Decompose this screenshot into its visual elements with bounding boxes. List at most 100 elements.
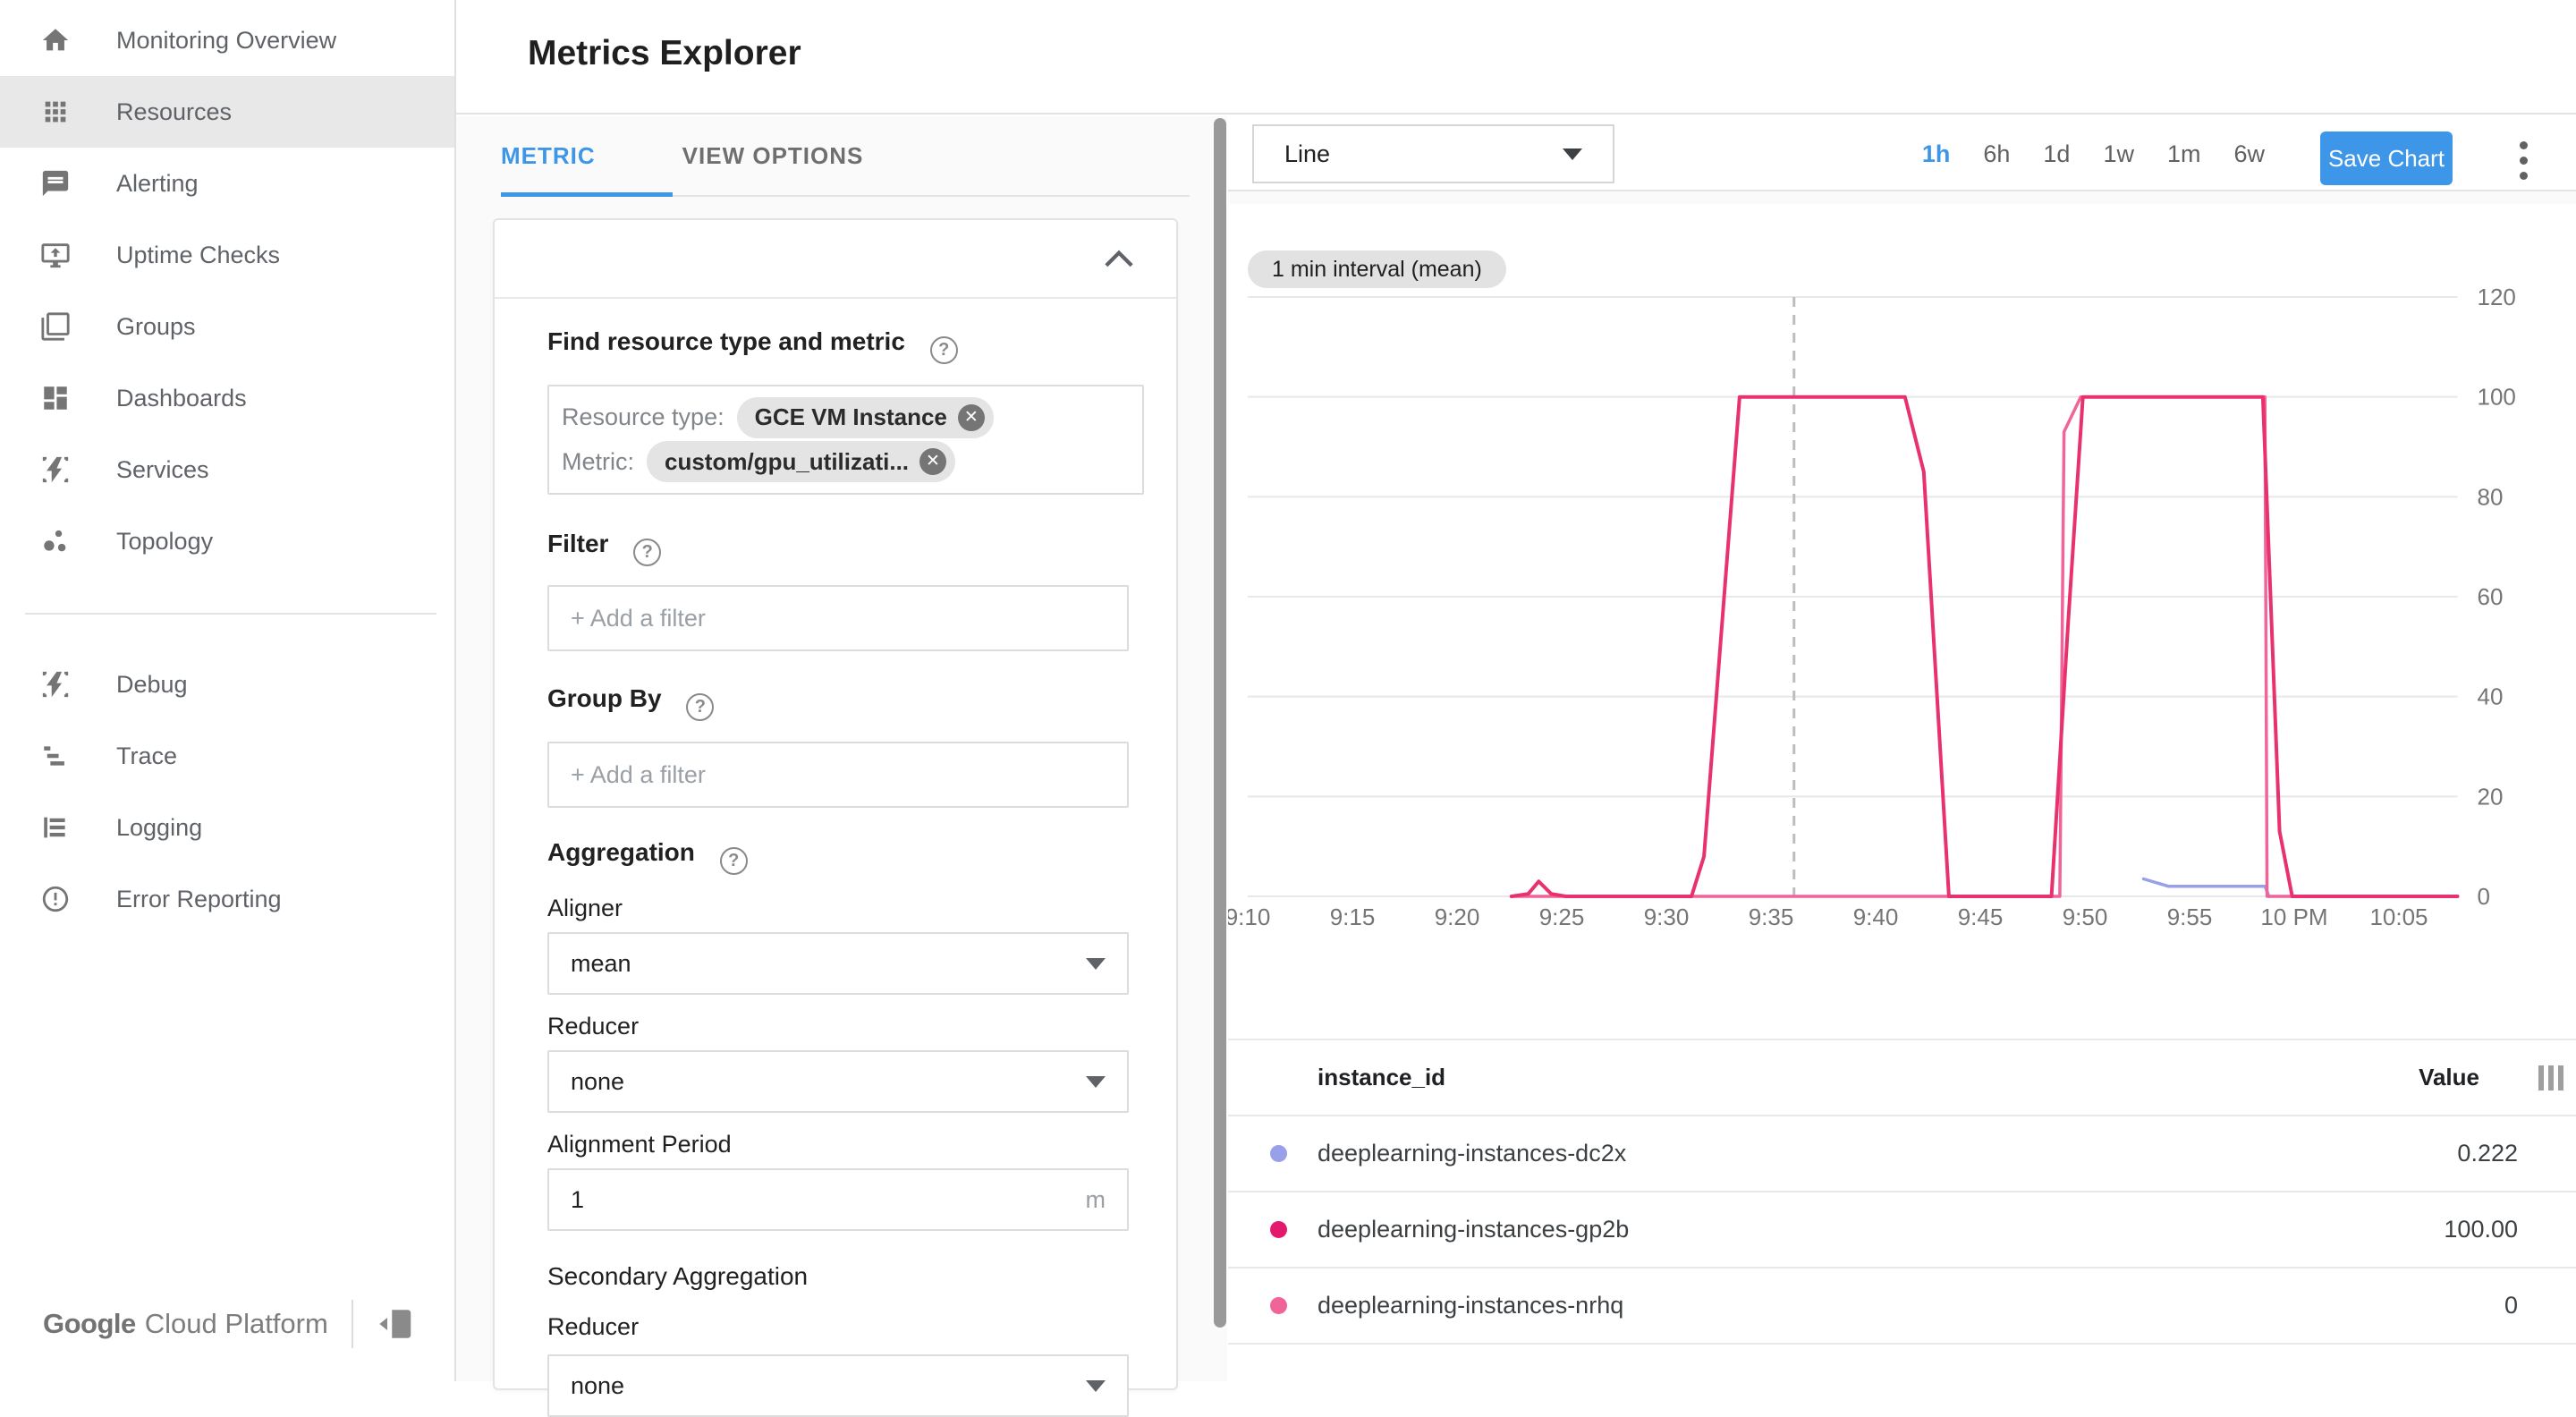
- alignment-period-value: 1: [571, 1185, 585, 1213]
- sidebar-item-dashboards[interactable]: Dashboards: [0, 362, 454, 434]
- value-cell: 100.00: [2444, 1216, 2518, 1243]
- reducer-select[interactable]: none: [547, 1050, 1129, 1113]
- y-axis-tick-label: 0: [2478, 883, 2490, 910]
- series-color-dot: [1270, 1145, 1287, 1162]
- page-header: Metrics Explorer: [456, 0, 2576, 115]
- time-range-group: 1h 6h 1d 1w 1m 6w: [1922, 116, 2265, 191]
- legend-row-deeplearning-instances-gp2b[interactable]: deeplearning-instances-gp2b 100.00: [1228, 1192, 2576, 1267]
- aligner-select[interactable]: mean: [547, 932, 1129, 995]
- legend-row-deeplearning-instances-nrhq[interactable]: deeplearning-instances-nrhq 0: [1228, 1269, 2576, 1343]
- scrollbar-thumb[interactable]: [1214, 118, 1226, 1328]
- chart-type-select[interactable]: Line: [1252, 124, 1614, 183]
- metric-chip-text: custom/gpu_utilizati...: [665, 447, 910, 475]
- resource-type-label: Resource type:: [562, 403, 724, 431]
- value-cell: 0.222: [2457, 1140, 2518, 1167]
- collapse-sidebar-icon[interactable]: [373, 1303, 414, 1345]
- aligner-value: mean: [571, 949, 631, 977]
- sidebar-item-resources[interactable]: Resources: [0, 76, 454, 148]
- help-icon[interactable]: ?: [929, 336, 958, 364]
- resource-type-chip[interactable]: GCE VM Instance ✕: [736, 396, 994, 438]
- remove-metric-icon[interactable]: ✕: [919, 448, 947, 476]
- sidebar-footer: Google Cloud Platform: [0, 1297, 456, 1351]
- metric-row: Metric: custom/gpu_utilizati... ✕: [562, 441, 1130, 483]
- metric-chip[interactable]: custom/gpu_utilizati... ✕: [647, 441, 956, 483]
- tab-metric[interactable]: METRIC: [501, 141, 596, 169]
- reducer-value: none: [571, 1067, 625, 1095]
- remove-resource-type-icon[interactable]: ✕: [957, 403, 985, 431]
- sidebar-item-logging[interactable]: Logging: [0, 792, 454, 863]
- filter-placeholder: + Add a filter: [571, 604, 706, 632]
- chevron-down-icon: [1086, 957, 1106, 970]
- google-logo-text: Google: [43, 1308, 136, 1339]
- sidebar-item-services[interactable]: Services: [0, 434, 454, 505]
- metric-config-card: Find resource type and metric ? Resource…: [493, 218, 1178, 1417]
- sidebar-item-label: Monitoring Overview: [116, 26, 337, 54]
- sidebar-item-label: Groups: [116, 312, 196, 340]
- group-by-placeholder: + Add a filter: [571, 760, 706, 788]
- metric-label: Metric:: [562, 447, 634, 475]
- chart-type-value: Line: [1284, 140, 1331, 167]
- sidebar-item-topology[interactable]: Topology: [0, 505, 454, 577]
- alignment-period-input[interactable]: 1 m: [547, 1168, 1129, 1231]
- time-range-1m[interactable]: 1m: [2166, 140, 2201, 167]
- help-icon[interactable]: ?: [686, 693, 715, 721]
- topology-icon: [39, 525, 72, 557]
- cloud-platform-logo-text: Cloud Platform: [144, 1308, 328, 1339]
- series-line-deeplearning-instances-gp2b: [1509, 395, 2460, 898]
- y-axis-tick-label: 60: [2478, 583, 2504, 610]
- save-chart-button[interactable]: Save Chart: [2320, 132, 2453, 185]
- x-axis-tick-label: 10:05: [2369, 904, 2428, 930]
- aggregation-label-text: Aggregation: [547, 838, 695, 866]
- sidebar-item-error-reporting[interactable]: Error Reporting: [0, 863, 454, 935]
- resource-type-row: Resource type: GCE VM Instance ✕: [562, 396, 1130, 438]
- tab-bar: METRIC VIEW OPTIONS: [501, 116, 863, 195]
- sidebar-item-debug[interactable]: Debug: [0, 649, 454, 720]
- x-axis-tick-label: 9:45: [1958, 904, 2004, 930]
- sidebar-item-label: Logging: [116, 813, 203, 841]
- time-range-1w[interactable]: 1w: [2103, 140, 2134, 167]
- y-axis-tick-label: 40: [2478, 683, 2504, 710]
- sidebar-item-alerting[interactable]: Alerting: [0, 148, 454, 219]
- home-icon: [39, 24, 72, 56]
- more-options-icon[interactable]: [2510, 136, 2537, 184]
- filter-input[interactable]: + Add a filter: [547, 585, 1129, 651]
- column-selector-icon[interactable]: [2538, 1065, 2563, 1090]
- help-icon[interactable]: ?: [633, 539, 662, 566]
- time-range-6w[interactable]: 6w: [2233, 140, 2265, 167]
- chart-toolbar: Line 1h 6h 1d 1w 1m 6w Save Chart: [1228, 116, 2576, 191]
- sidebar-item-groups[interactable]: Groups: [0, 291, 454, 362]
- legend-row-deeplearning-instances-dc2x[interactable]: deeplearning-instances-dc2x 0.222: [1228, 1116, 2576, 1191]
- x-axis-tick-label: 9:25: [1539, 904, 1585, 930]
- sidebar-item-trace[interactable]: Trace: [0, 720, 454, 792]
- instance-id-cell: deeplearning-instances-gp2b: [1318, 1216, 1630, 1243]
- page-title: Metrics Explorer: [528, 34, 801, 72]
- chevron-up-icon[interactable]: [1101, 245, 1137, 272]
- x-axis-tick-label: 9:10: [1228, 904, 1270, 930]
- time-range-1d[interactable]: 1d: [2043, 140, 2071, 167]
- secondary-reducer-select[interactable]: none: [547, 1354, 1129, 1417]
- x-axis-tick-label: 10 PM: [2260, 904, 2327, 930]
- resource-type-chip-text: GCE VM Instance: [754, 403, 947, 431]
- help-icon[interactable]: ?: [719, 847, 748, 875]
- sidebar: Monitoring Overview Resources Alerting Upti…: [0, 0, 456, 1381]
- series-line-deeplearning-instances-dc2x: [2141, 877, 2271, 898]
- table-divider: [1228, 1115, 2576, 1116]
- x-axis-tick-label: 9:35: [1749, 904, 1794, 930]
- sidebar-item-monitoring-overview[interactable]: Monitoring Overview: [0, 4, 454, 76]
- logging-icon: [39, 811, 72, 844]
- time-range-6h[interactable]: 6h: [1983, 140, 2011, 167]
- y-axis-tick-label: 20: [2478, 783, 2504, 810]
- sidebar-item-label: Resources: [116, 98, 233, 125]
- sidebar-item-label: Topology: [116, 527, 214, 555]
- sidebar-item-label: Uptime Checks: [116, 241, 281, 268]
- time-range-1h[interactable]: 1h: [1921, 140, 1951, 167]
- sidebar-item-label: Error Reporting: [116, 885, 282, 912]
- tab-view-options[interactable]: VIEW OPTIONS: [682, 141, 864, 169]
- sidebar-item-label: Debug: [116, 670, 188, 698]
- footer-divider: [351, 1300, 353, 1348]
- interval-chip[interactable]: 1 min interval (mean): [1248, 250, 1506, 288]
- sidebar-divider: [25, 613, 436, 615]
- sidebar-item-uptime-checks[interactable]: Uptime Checks: [0, 219, 454, 291]
- groups-icon: [39, 310, 72, 343]
- group-by-input[interactable]: + Add a filter: [547, 742, 1129, 808]
